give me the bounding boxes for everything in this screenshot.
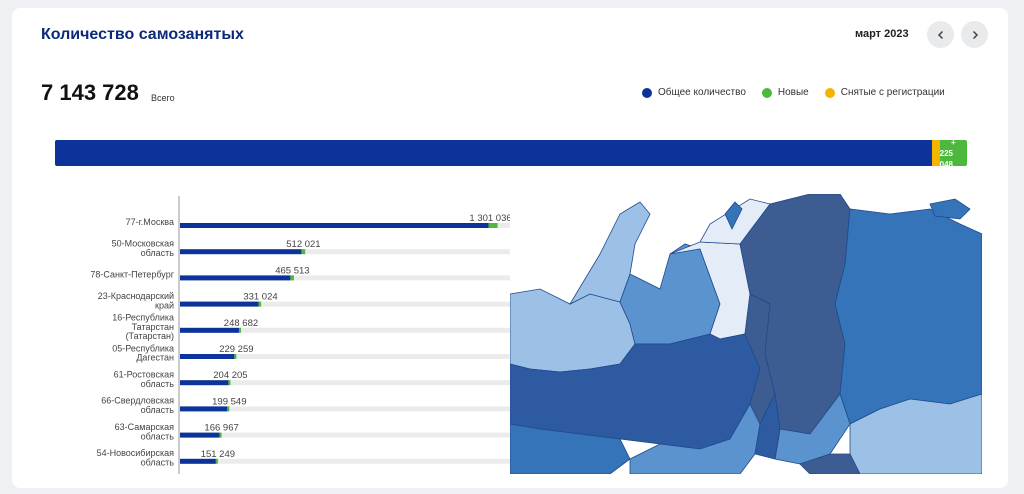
bar-track: [180, 432, 512, 438]
bar-new: [228, 380, 231, 386]
legend-dot-removed: [824, 87, 835, 98]
category-tick-label: 05-Республика: [112, 343, 174, 353]
map-region-novaya-zemlya: [724, 201, 743, 230]
bar-total[interactable]: [180, 249, 302, 255]
legend-label-total: Общее количество: [658, 87, 746, 98]
category-tick-label: край: [155, 300, 174, 310]
bar-new: [258, 301, 262, 307]
category-tick-label: область: [141, 458, 175, 468]
bar-track: [180, 406, 512, 412]
regions-bar-chart: 1 301 036 77-г.Москва 512 021 50-Московская…: [90, 196, 512, 474]
bar-new: [301, 249, 306, 255]
map-region-siberia-south: [754, 392, 781, 460]
bar-value-label: 512 021: [286, 239, 320, 250]
total-value: 7 143 728: [41, 80, 139, 105]
bar-track: [180, 354, 512, 359]
category-tick-label: Татарстан: [132, 322, 174, 332]
next-period-button[interactable]: [961, 21, 988, 48]
bar-track: [180, 275, 512, 281]
map-region-yakutia: [834, 208, 982, 425]
legend-dot-total: [642, 87, 652, 98]
bar-value-label: 248 682: [224, 318, 258, 329]
total-label: Всего: [151, 93, 175, 103]
bar-value-label: 465 513: [275, 265, 309, 276]
category-tick-label: 66-Свердловская: [101, 396, 174, 406]
bar-new: [488, 223, 498, 228]
legend-label-new: Новые: [777, 87, 809, 98]
prev-period-button[interactable]: [927, 21, 954, 48]
bar-value-label: 331 024: [243, 292, 277, 303]
map-region-south: [510, 423, 631, 474]
legend-item-removed: Снятые с регистрации: [824, 87, 945, 98]
bar-value-label: 204 205: [213, 370, 247, 381]
category-tick-label: 16-Республика: [112, 312, 174, 322]
bar-track: [180, 380, 512, 386]
page-title: Количество самозанятых: [41, 26, 244, 43]
category-tick-label: область: [141, 248, 175, 258]
bar-value-label: 166 967: [204, 423, 238, 434]
stack-new-value: 225 048: [939, 148, 953, 167]
bar-total[interactable]: [180, 406, 228, 412]
bar-value-label: 1 301 036: [469, 213, 511, 224]
category-tick-label: 61-Ростовская: [114, 370, 174, 380]
bar-total[interactable]: [180, 432, 220, 438]
legend-item-new: Новые: [761, 87, 809, 98]
map-region-arctic-islands: [929, 198, 971, 220]
bar-total[interactable]: [180, 380, 229, 386]
bar-new: [238, 327, 241, 333]
category-tick-label: 50-Московская: [112, 239, 174, 249]
bar-track: [180, 301, 512, 307]
legend: Общее количество Новые Снятые с регистра…: [642, 87, 945, 98]
bar-value-label: 199 549: [212, 396, 246, 407]
chevron-left-icon: [937, 30, 943, 39]
bar-new: [215, 458, 218, 464]
bar-total[interactable]: [180, 223, 489, 228]
bar-total[interactable]: [180, 275, 291, 281]
category-tick-label: (Татарстан): [126, 331, 174, 341]
legend-label-removed: Снятые с регистрации: [840, 87, 945, 98]
chevron-right-icon: [972, 30, 978, 39]
bar-track: [180, 458, 512, 464]
category-tick-label: область: [141, 405, 175, 415]
summary-stacked-bar: + 225 048: [55, 140, 967, 166]
category-tick-label: область: [141, 379, 175, 389]
map-region-karelia: [568, 201, 651, 305]
bar-track: [180, 249, 512, 255]
legend-dot-new: [761, 87, 772, 98]
category-tick-label: 77-г.Москва: [126, 217, 174, 227]
dashboard-card: Количество самозанятых март 2023 7 143 7…: [12, 8, 1008, 488]
category-tick-label: 23-Краснодарский: [98, 291, 174, 301]
map-region-far-east: [849, 393, 982, 474]
period-label: март 2023: [855, 28, 909, 40]
stack-segment-new[interactable]: + 225 048: [939, 140, 967, 167]
bar-new: [219, 432, 222, 438]
bar-total[interactable]: [180, 327, 239, 333]
bar-new: [234, 354, 237, 359]
category-tick-label: 54-Новосибирская: [97, 448, 175, 458]
legend-item-total: Общее количество: [642, 87, 746, 98]
stack-new-sign: +: [950, 140, 956, 147]
bar-track: [180, 327, 512, 333]
bar-value-label: 229 259: [219, 344, 253, 355]
category-tick-label: 78-Санкт-Петербург: [90, 269, 174, 279]
bar-total[interactable]: [180, 458, 216, 464]
category-tick-label: область: [141, 431, 175, 441]
bar-new: [290, 275, 294, 281]
map-region-buryatia: [799, 453, 861, 474]
map-region-irkutsk: [774, 393, 851, 465]
bar-total[interactable]: [180, 354, 235, 359]
stack-segment-total[interactable]: [55, 140, 933, 166]
category-tick-label: Дагестан: [136, 353, 174, 363]
category-tick-label: 63-Самарская: [115, 422, 174, 432]
bar-total[interactable]: [180, 301, 259, 307]
russia-regions-map: [510, 194, 982, 474]
bar-new: [227, 406, 230, 412]
bar-value-label: 151 249: [201, 449, 235, 460]
stack-segment-removed[interactable]: [932, 140, 940, 166]
